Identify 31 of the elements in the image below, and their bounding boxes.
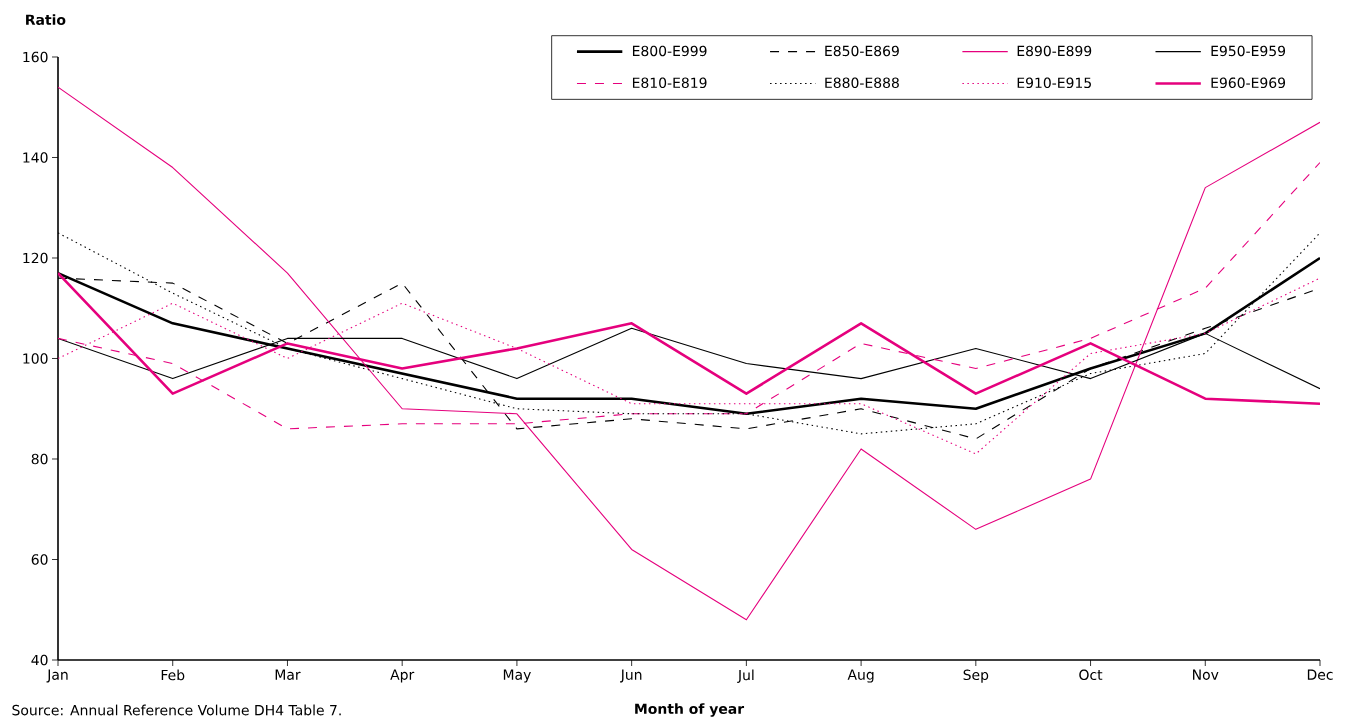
legend-label: E910-E915 [1017, 77, 1091, 89]
legend-label: E800-E999 [632, 45, 707, 57]
x-tick-label: Sep [963, 669, 989, 683]
x-tick-label: Oct [1079, 669, 1103, 681]
y-axis-title: Ratio [26, 14, 66, 26]
x-tick-label: Jun [620, 669, 642, 683]
line-series [58, 86, 1321, 621]
x-tick-label: May [503, 669, 531, 683]
legend-label: E890-E899 [1017, 45, 1092, 57]
x-tick-label: Aug [847, 669, 874, 683]
y-tick-label: 80 [31, 453, 48, 465]
legend-label: E850-E869 [825, 45, 899, 57]
x-tick-label: Feb [161, 669, 185, 681]
y-tick-label: 60 [31, 554, 48, 565]
y-tick-label: 100 [23, 353, 48, 364]
y-tick-label: 160 [23, 51, 48, 63]
legend-label: E950-E959 [1211, 45, 1286, 57]
source-note: Source: Annual Reference Volume DH4 Table 7. [12, 704, 341, 716]
legend-label: E880-E888 [825, 77, 899, 89]
y-tick-label: 120 [23, 252, 48, 264]
x-tick-label: Dec [1307, 669, 1333, 680]
x-tick-label: Jul [737, 669, 754, 683]
legend-label: E960-E969 [1211, 77, 1286, 89]
x-tick-label: Jan [46, 669, 68, 683]
x-tick-label: Mar [275, 669, 301, 680]
legend-label: E810-E819 [632, 77, 707, 89]
y-tick-label: 140 [23, 152, 48, 163]
x-tick-label: Apr [390, 669, 415, 683]
x-axis-title: Month of year [635, 703, 745, 717]
y-tick-label: 40 [31, 654, 48, 666]
x-tick-label: Nov [1193, 669, 1219, 680]
